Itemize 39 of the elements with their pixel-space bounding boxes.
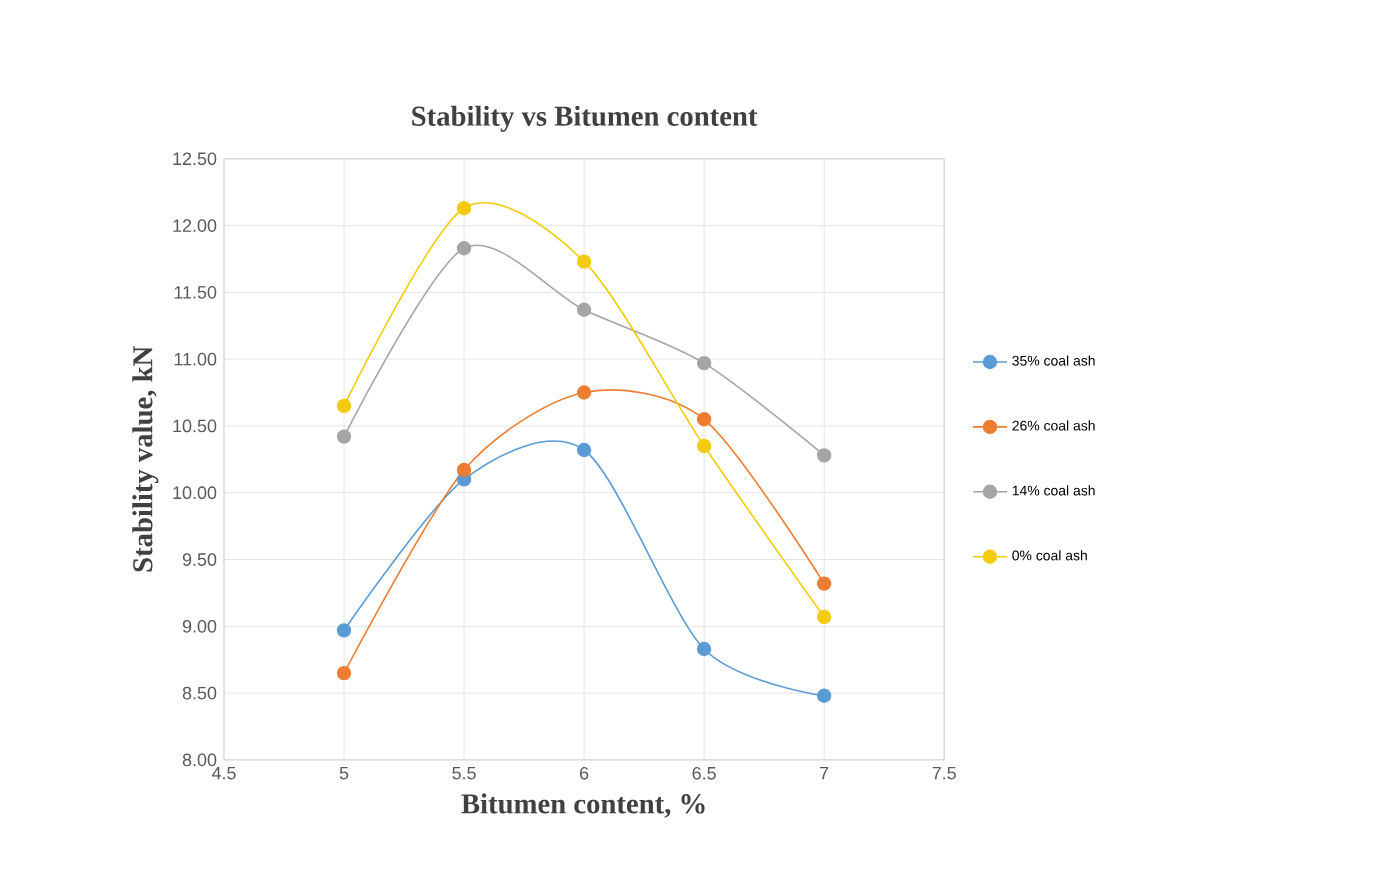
point: [696, 641, 712, 656]
point: [816, 609, 832, 624]
x-tick-label: 7.5: [932, 766, 956, 779]
point: [576, 253, 592, 269]
y-tick-label: 12.00: [173, 218, 217, 232]
point: [816, 447, 832, 463]
x-axis-title: Bitumen content, %: [461, 792, 705, 818]
y-tick-label: 11.00: [174, 352, 217, 366]
chart-title: Stability vs Bitumen content: [412, 105, 758, 132]
x-tick-label: 5: [339, 766, 349, 779]
y-tick-label: 8.50: [182, 686, 217, 699]
point: [696, 355, 712, 370]
point: [816, 575, 832, 591]
y-tick-label: 11.50: [174, 285, 217, 299]
x-tick-label: 4.5: [211, 766, 236, 779]
point: [816, 688, 832, 703]
y-tick-label: 8.00: [182, 753, 217, 766]
point: [336, 398, 352, 413]
point: [456, 462, 472, 477]
x-tick-label: 5.5: [452, 766, 476, 779]
point: [576, 384, 592, 400]
point: [576, 302, 592, 317]
point: [456, 240, 472, 255]
y-tick-label: 9.50: [182, 552, 217, 566]
y-axis-title: Stability value, kN: [132, 345, 159, 571]
y-tick-label: 10.00: [173, 485, 217, 499]
point: [696, 411, 712, 426]
point: [336, 428, 352, 444]
point: [696, 438, 712, 453]
y-tick-label: 10.50: [173, 419, 217, 432]
point: [456, 200, 472, 215]
y-tick-label: 9.00: [182, 619, 217, 633]
x-tick-label: 7: [820, 766, 829, 779]
x-tick-label: 6.5: [692, 766, 716, 780]
point: [576, 442, 592, 457]
point: [336, 622, 352, 638]
y-tick-label: 12.50: [173, 151, 217, 165]
point: [336, 665, 352, 680]
x-tick-label: 6: [580, 766, 589, 780]
